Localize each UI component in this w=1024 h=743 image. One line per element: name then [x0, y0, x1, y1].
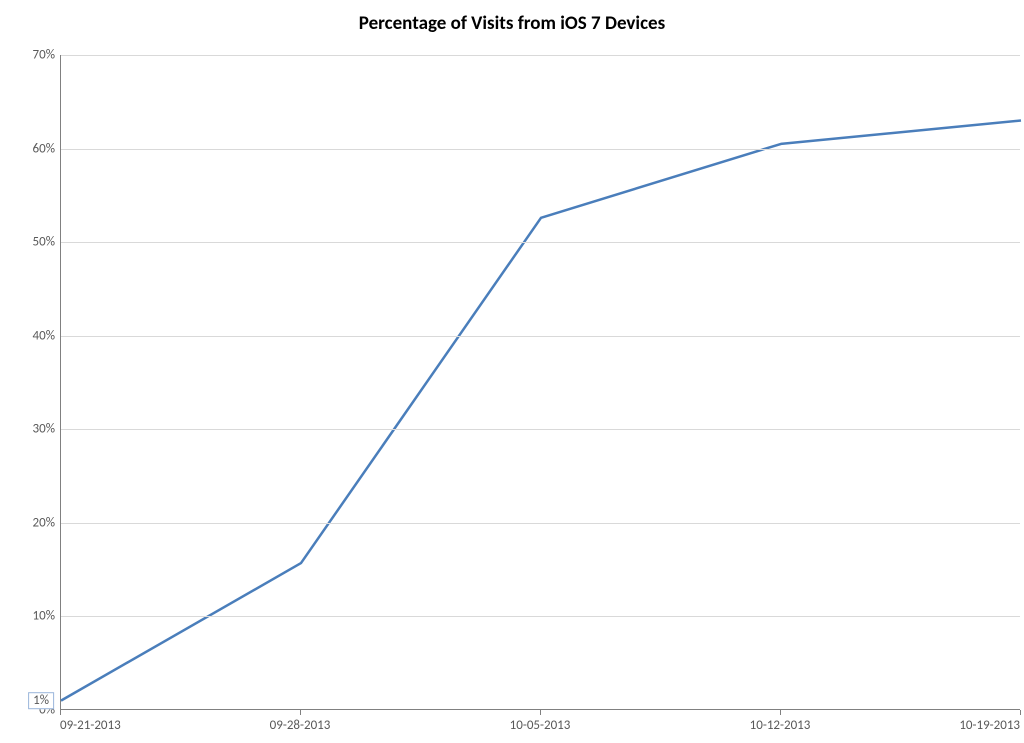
gridline — [61, 336, 1020, 337]
data-label: 1% — [28, 692, 54, 710]
x-tick-label: 10-05-2013 — [510, 718, 571, 733]
y-tick-label: 50% — [5, 235, 55, 250]
x-tick-label: 09-28-2013 — [270, 718, 331, 733]
chart-container: Percentage of Visits from iOS 7 Devices … — [0, 0, 1024, 743]
y-tick-label: 20% — [5, 515, 55, 530]
x-tick-mark — [1020, 710, 1021, 715]
x-tick-label: 09-21-2013 — [60, 718, 121, 733]
y-tick-label: 70% — [5, 48, 55, 63]
gridline — [61, 616, 1020, 617]
gridline — [61, 523, 1020, 524]
y-tick-label: 60% — [5, 141, 55, 156]
gridline — [61, 149, 1020, 150]
chart-title: Percentage of Visits from iOS 7 Devices — [0, 12, 1024, 35]
x-tick-mark — [780, 710, 781, 715]
x-tick-label: 10-12-2013 — [750, 718, 811, 733]
series-line — [61, 121, 1021, 701]
y-tick-label: 40% — [5, 328, 55, 343]
line-series — [61, 55, 1021, 710]
x-tick-mark — [540, 710, 541, 715]
gridline — [61, 242, 1020, 243]
x-tick-mark — [300, 710, 301, 715]
x-tick-mark — [60, 710, 61, 715]
x-tick-label: 10-19-2013 — [959, 718, 1020, 733]
gridline — [61, 429, 1020, 430]
gridline — [61, 55, 1020, 56]
y-tick-label: 30% — [5, 422, 55, 437]
plot-area — [60, 55, 1020, 710]
y-tick-label: 10% — [5, 609, 55, 624]
